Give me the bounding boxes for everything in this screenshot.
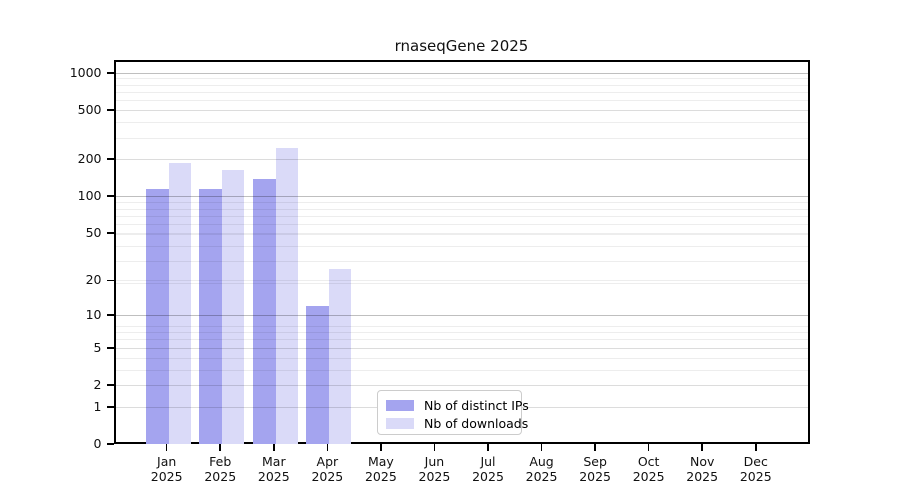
legend-item-distinct-ips: Nb of distinct IPs: [386, 396, 529, 414]
bar-distinct-ips-apr: [306, 306, 330, 444]
gridline-major: [115, 315, 808, 317]
legend-label-downloads: Nb of downloads: [424, 415, 529, 431]
x-tick-label-sep: Sep 2025: [579, 454, 611, 484]
gridline-minor: [115, 384, 808, 386]
bar-downloads-apr: [329, 268, 352, 444]
y-tick-label: 2: [93, 376, 102, 392]
y-tick: [106, 405, 114, 408]
y-tick: [106, 443, 114, 445]
plot-area: [113, 59, 810, 444]
x-tick-label-oct: Oct 2025: [632, 454, 665, 484]
gridline-minor: [115, 369, 808, 371]
legend-swatch-downloads: [386, 417, 414, 429]
x-tick: [594, 444, 596, 451]
gridline-minor: [115, 109, 808, 111]
gridline-minor: [115, 283, 808, 285]
y-tick-label: 1000: [69, 64, 102, 80]
gridline-minor: [115, 159, 808, 161]
bars-layer: [116, 62, 808, 444]
gridline-minor: [115, 347, 808, 349]
gridline-minor: [115, 223, 808, 225]
gridline-minor: [115, 233, 808, 235]
x-tick-label-aug: Aug 2025: [525, 454, 558, 484]
x-tick: [540, 444, 543, 451]
gridline-minor: [115, 159, 808, 161]
gridline-minor: [115, 202, 808, 204]
gridline-minor: [115, 91, 808, 93]
x-tick: [380, 444, 382, 451]
x-tick-label-dec: Dec 2025: [739, 454, 772, 484]
y-tick: [106, 384, 114, 386]
x-tick: [647, 444, 650, 451]
x-tick: [754, 444, 757, 451]
gridline-minor: [115, 215, 808, 217]
gridline-minor: [115, 245, 808, 247]
gridline-minor: [115, 325, 808, 327]
x-tick: [433, 444, 436, 451]
legend-swatch-distinct-ips: [386, 399, 414, 411]
gridline-minor: [115, 339, 808, 341]
gridline-minor: [115, 84, 808, 86]
gridline-minor: [115, 261, 808, 263]
gridline-minor: [115, 78, 808, 80]
y-tick: [106, 195, 114, 197]
y-tick: [106, 71, 114, 74]
y-tick-label: 5: [93, 339, 102, 355]
y-tick-label: 20: [85, 272, 102, 288]
x-tick-label-mar: Mar 2025: [257, 454, 290, 484]
y-tick-label: 200: [77, 151, 102, 167]
y-tick: [106, 314, 114, 316]
gridline-major: [115, 196, 808, 197]
gridline-minor: [115, 347, 808, 349]
x-tick: [219, 444, 222, 451]
grid-layer: [115, 62, 808, 443]
y-tick: [106, 279, 114, 282]
y-tick: [106, 231, 114, 234]
y-tick-label: 500: [77, 101, 102, 117]
bar-distinct-ips-feb: [199, 188, 223, 444]
gridline-minor: [115, 232, 808, 234]
x-tick-label-jul: Jul 2025: [472, 454, 504, 484]
gridline-minor: [115, 280, 808, 282]
x-tick-label-jan: Jan 2025: [150, 454, 183, 484]
gridline-minor: [115, 357, 808, 359]
gridline-minor: [115, 332, 808, 334]
x-tick: [701, 444, 703, 451]
gridline-minor: [115, 122, 808, 124]
x-tick: [273, 444, 275, 451]
gridline-minor: [115, 384, 808, 386]
legend-label-distinct-ips: Nb of distinct IPs: [424, 397, 529, 413]
x-tick: [326, 444, 329, 451]
x-tick-label-may: May 2025: [364, 454, 397, 484]
x-tick-label-feb: Feb 2025: [204, 454, 237, 484]
legend-item-downloads: Nb of downloads: [386, 414, 528, 432]
y-tick-label: 50: [85, 224, 102, 240]
y-tick-label: 1: [93, 398, 102, 414]
y-tick-label: 0: [93, 436, 102, 451]
y-tick-label: 10: [85, 307, 102, 323]
x-tick-label-nov: Nov 2025: [686, 454, 719, 484]
y-tick: [106, 346, 114, 349]
x-tick-label-apr: Apr 2025: [311, 454, 344, 484]
bar-downloads-mar: [275, 147, 298, 444]
chart-title: rnaseqGene 2025: [394, 37, 529, 55]
gridline-minor: [115, 110, 808, 112]
gridline-minor: [115, 100, 808, 102]
y-tick: [106, 109, 114, 111]
x-tick-label-jun: Jun 2025: [418, 454, 451, 484]
y-tick: [106, 158, 114, 160]
legend: Nb of distinct IPs Nb of downloads: [377, 390, 529, 435]
bar-distinct-ips-mar: [252, 179, 276, 444]
bar-downloads-jan: [168, 163, 191, 444]
gridline-minor: [115, 137, 808, 139]
bar-distinct-ips-jan: [145, 188, 169, 444]
bar-downloads-feb: [222, 169, 245, 444]
y-tick-label: 100: [77, 188, 102, 203]
x-tick: [165, 444, 168, 451]
x-tick: [487, 444, 489, 451]
gridline-major: [115, 72, 808, 74]
gridline-minor: [115, 208, 808, 210]
